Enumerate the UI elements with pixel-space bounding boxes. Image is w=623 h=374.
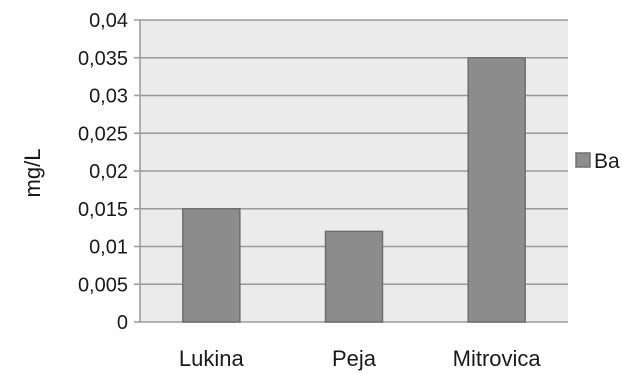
y-tick-label: 0,04	[89, 10, 128, 32]
legend-label-ba: Ba	[594, 150, 620, 173]
x-axis-labels: Lukina Peja Mitrovica	[179, 346, 542, 371]
y-tick-label: 0,035	[78, 48, 128, 70]
bar-lukina	[182, 208, 241, 323]
bars	[182, 57, 526, 323]
y-tick-label: 0,03	[89, 86, 128, 108]
bar-mitrovica	[467, 57, 526, 323]
legend: Ba	[575, 150, 620, 173]
y-tick-label: 0,005	[78, 274, 128, 296]
y-axis-ticks: 0 0,005 0,01 0,015 0,02 0,025 0,03 0,035 0,04	[78, 10, 128, 334]
y-tick-label: 0,025	[78, 123, 128, 145]
y-axis-title: mg/L	[20, 149, 45, 198]
bar-peja	[324, 230, 384, 323]
y-tick-label: 0,01	[89, 237, 128, 259]
y-tick-label: 0	[117, 312, 128, 334]
y-tick-label: 0,02	[89, 161, 128, 183]
x-tick-label: Mitrovica	[453, 346, 542, 371]
legend-swatch-ba	[575, 152, 591, 168]
x-tick-label: Peja	[332, 346, 377, 371]
y-tick-label: 0,015	[78, 199, 128, 221]
x-tick-label: Lukina	[179, 346, 245, 371]
